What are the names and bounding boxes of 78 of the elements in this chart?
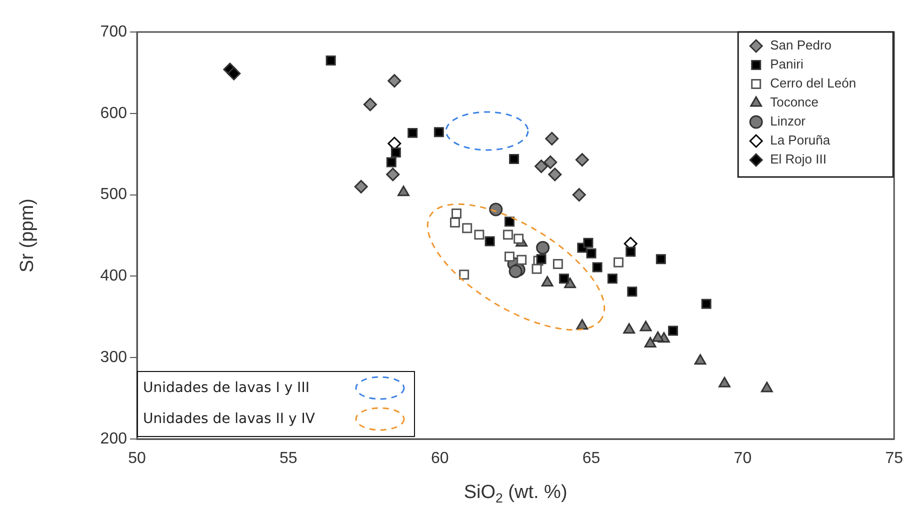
point: [656, 254, 666, 264]
x-tick-label: 50: [128, 450, 146, 468]
point: [354, 180, 368, 194]
point: [644, 337, 656, 348]
legend-label: San Pedro: [770, 38, 832, 53]
point: [509, 154, 520, 164]
point: [326, 56, 336, 66]
x-tick-label: 55: [280, 450, 298, 468]
y-tick-label: 300: [100, 349, 128, 366]
point: [388, 74, 402, 88]
legend-label: La Poruña: [770, 132, 831, 148]
point: [502, 230, 513, 240]
point: [504, 252, 514, 262]
point: [434, 127, 444, 138]
point: [363, 98, 377, 112]
x-tick-label: 60: [430, 450, 449, 468]
point: [575, 153, 589, 167]
point: [592, 262, 602, 272]
point: [504, 216, 514, 227]
point: [536, 240, 550, 254]
point: [508, 264, 522, 278]
point: [541, 276, 554, 286]
point: [544, 155, 558, 169]
point: [398, 186, 410, 196]
point: [514, 234, 524, 244]
point: [559, 274, 569, 284]
y-tick-label: 600: [100, 104, 128, 122]
point: [623, 323, 636, 334]
legend-label: Toconce: [770, 94, 819, 110]
legend-label: Cerro del León: [770, 76, 856, 91]
point: [462, 223, 472, 234]
point: [532, 264, 542, 274]
annotation: Unidades de lavas I y III: [143, 380, 310, 396]
point: [450, 217, 460, 228]
legend-label: El Rojo III: [770, 152, 826, 167]
point: [586, 248, 596, 258]
point: [572, 188, 586, 202]
point: [576, 319, 588, 330]
y-axis-title: Sr (ppm): [17, 198, 38, 272]
point: [545, 132, 559, 146]
y-tick-label: 200: [100, 430, 128, 448]
point: [386, 168, 400, 182]
x-tick-label: 65: [582, 450, 600, 468]
point: [668, 326, 678, 336]
key-box: Unidades de lavas I y III Unidades de lavas II y IV: [137, 371, 415, 437]
point: [536, 254, 546, 264]
legend-label: Paniri: [770, 56, 804, 72]
point: [718, 376, 730, 388]
x-tick-label: 70: [734, 450, 752, 468]
y-tick-label: 500: [100, 186, 128, 204]
legend-label: Linzor: [770, 114, 806, 129]
point: [386, 157, 396, 168]
point: [694, 354, 706, 365]
point: [701, 298, 712, 309]
point: [484, 236, 495, 246]
point: [626, 246, 636, 257]
point: [652, 331, 664, 342]
point: [227, 66, 241, 80]
point: [583, 238, 594, 248]
point: [474, 230, 484, 240]
point: [607, 274, 618, 284]
point: [516, 254, 527, 265]
y-tick-label: 400: [100, 268, 128, 285]
point: [552, 259, 563, 269]
point: [760, 382, 773, 392]
point: [408, 128, 418, 138]
point: [614, 257, 624, 268]
point: [534, 160, 548, 174]
point: [548, 168, 562, 182]
point: [640, 320, 652, 332]
point: [390, 147, 401, 158]
point: [459, 270, 470, 280]
y-tick-label: 700: [100, 23, 128, 40]
x-tick-label: 75: [885, 450, 904, 468]
point: [627, 286, 638, 297]
annotation: Unidades de lavas II y IV: [143, 410, 315, 426]
point: [489, 202, 503, 216]
point: [564, 278, 576, 288]
